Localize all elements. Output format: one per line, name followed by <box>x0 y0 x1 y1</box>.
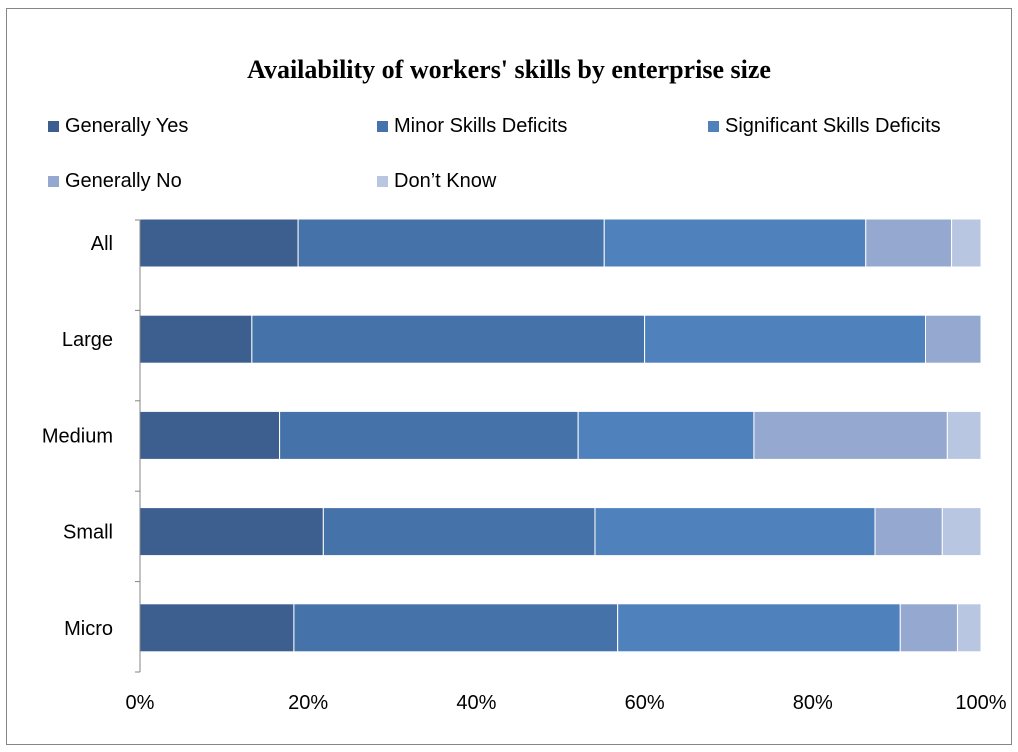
legend-swatch-significant-skills-deficits <box>708 121 719 132</box>
category-label-micro: Micro <box>64 618 113 640</box>
bar-all-generally-yes <box>139 218 299 268</box>
bar-medium-don-t-know <box>946 410 982 460</box>
legend-item-generally-no: Generally No <box>48 170 182 193</box>
bar-small-generally-no <box>874 507 943 557</box>
x-tick-label-2: 40% <box>456 692 496 714</box>
bar-large-significant-skills-deficits <box>644 314 926 364</box>
category-label-all: All <box>91 233 113 255</box>
bar-micro-generally-yes <box>139 603 295 653</box>
bar-medium-minor-skills-deficits <box>279 410 579 460</box>
category-label-medium: Medium <box>42 425 113 447</box>
bar-all-don-t-know <box>951 218 982 268</box>
bar-micro-don-t-know <box>956 603 982 653</box>
bar-medium-generally-no <box>753 410 948 460</box>
legend-item-minor-skills-deficits: Minor Skills Deficits <box>377 115 567 138</box>
x-tick-label-5: 100% <box>955 692 1006 714</box>
bar-all-generally-no <box>865 218 953 268</box>
bar-micro-significant-skills-deficits <box>617 603 901 653</box>
bar-micro-minor-skills-deficits <box>293 603 619 653</box>
bar-micro-generally-no <box>899 603 958 653</box>
bar-small-minor-skills-deficits <box>322 507 596 557</box>
chart-title: Availability of workers' skills by enter… <box>247 55 771 84</box>
bar-large-generally-no <box>924 314 982 364</box>
bar-large-minor-skills-deficits <box>251 314 646 364</box>
legend-label-generally-yes: Generally Yes <box>65 115 189 137</box>
legend-item-generally-yes: Generally Yes <box>48 115 188 138</box>
legend-label-dont-know: Don’t Know <box>394 170 497 192</box>
legend-label-minor-skills-deficits: Minor Skills Deficits <box>394 115 568 137</box>
legend-item-dont-know: Don’t Know <box>377 170 496 193</box>
bar-small-generally-yes <box>139 507 324 557</box>
bar-medium-significant-skills-deficits <box>577 410 755 460</box>
legend-label-generally-no: Generally No <box>65 170 182 192</box>
bar-all-significant-skills-deficits <box>603 218 867 268</box>
bar-all-minor-skills-deficits <box>297 218 605 268</box>
x-tick-label-3: 60% <box>625 692 665 714</box>
x-tick-label-0: 0% <box>126 692 155 714</box>
legend-item-significant-skills-deficits: Significant Skills Deficits <box>708 115 941 138</box>
legend-swatch-dont-know <box>377 176 388 187</box>
bar-large-generally-yes <box>139 314 253 364</box>
category-label-large: Large <box>62 329 113 351</box>
bar-small-significant-skills-deficits <box>594 507 876 557</box>
legend-swatch-minor-skills-deficits <box>377 121 388 132</box>
legend-swatch-generally-no <box>48 176 59 187</box>
bar-medium-generally-yes <box>139 410 281 460</box>
legend-label-significant-skills-deficits: Significant Skills Deficits <box>725 115 941 137</box>
x-tick-label-4: 80% <box>793 692 833 714</box>
x-tick-label-1: 20% <box>288 692 328 714</box>
bar-small-don-t-know <box>941 507 982 557</box>
legend-swatch-generally-yes <box>48 121 59 132</box>
category-label-small: Small <box>63 522 113 544</box>
